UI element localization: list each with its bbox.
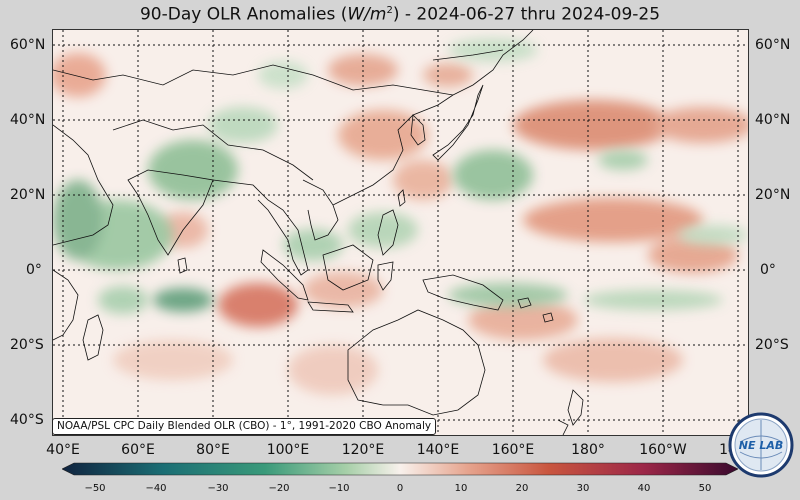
olr-anomaly-map — [52, 29, 749, 436]
lon-label-160w: 160°W — [639, 442, 687, 458]
colorbar-tick-label: 40 — [637, 483, 651, 494]
lat-label-40n: 40°N — [10, 112, 46, 128]
colorbar-tick-label: −10 — [328, 483, 350, 494]
colorbar-tick-label: 30 — [576, 483, 590, 494]
lon-label-120e: 120°E — [341, 442, 385, 458]
map-canvas — [53, 30, 748, 435]
svg-text:NE LAB: NE LAB — [739, 439, 783, 452]
lon-label-80e: 80°E — [196, 442, 230, 458]
lat-label-right-40n: 40°N — [755, 112, 791, 128]
globe-logo-icon: NE LAB — [728, 412, 794, 478]
colorbar-tick-label: 50 — [698, 483, 712, 494]
lon-label-160e: 160°E — [491, 442, 535, 458]
lat-label-right-60n: 60°N — [755, 37, 791, 53]
lat-label-right-20n: 20°N — [755, 187, 791, 203]
lab-logo: NE LAB — [728, 412, 794, 478]
lat-label-60n: 60°N — [10, 37, 46, 53]
data-source-note: NOAA/PSL CPC Daily Blended OLR (CBO) - 1… — [52, 418, 437, 435]
colorbar-tick-label: 0 — [396, 483, 404, 494]
lat-label-right-20s: 20°S — [755, 337, 789, 353]
lat-label-right-eq: 0° — [760, 262, 776, 278]
colorbar-tick-label: 10 — [454, 483, 468, 494]
lat-label-eq: 0° — [26, 262, 42, 278]
lat-label-20n: 20°N — [10, 187, 46, 203]
lon-label-100e: 100°E — [266, 442, 310, 458]
colorbar: −50 −40 −30 −20 −10 0 10 20 30 40 50 — [61, 461, 739, 497]
colorbar-tick-label: −50 — [84, 483, 106, 494]
colorbar-gradient — [61, 462, 739, 476]
lon-label-140e: 140°E — [416, 442, 460, 458]
colorbar-tick-label: 20 — [515, 483, 529, 494]
colorbar-tick-label: −40 — [145, 483, 167, 494]
negative-anomaly-regions — [53, 38, 748, 314]
colorbar-tick-label: −30 — [207, 483, 229, 494]
colorbar-tick-label: −20 — [268, 483, 290, 494]
lon-label-60e: 60°E — [121, 442, 155, 458]
lon-label-180: 180° — [571, 442, 605, 458]
lat-label-40s: 40°S — [10, 412, 44, 428]
lat-label-20s: 20°S — [10, 337, 44, 353]
map-title: 90-Day OLR Anomalies (W/m2) - 2024-06-27… — [139, 4, 661, 25]
lon-label-40e: 40°E — [46, 442, 80, 458]
